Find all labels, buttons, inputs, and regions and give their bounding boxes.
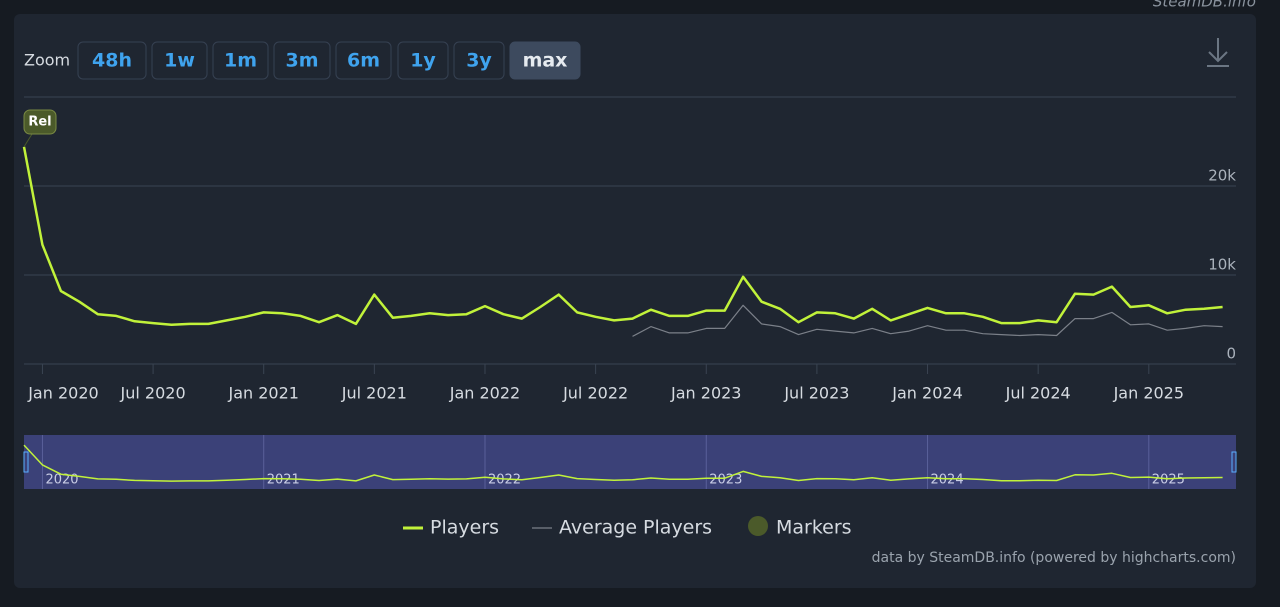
legend-swatch [748,516,768,536]
navigator-line [23,444,1223,482]
x-tick-label: Jul 2022 [562,384,628,403]
zoom-button-label[interactable]: 3m [285,50,318,72]
navigator-label: 2023 [709,473,742,488]
x-tick-label: Jan 2023 [670,384,741,403]
site-label: SteamDB.info [1153,0,1256,11]
zoom-button-label[interactable]: 3y [466,50,492,72]
x-tick-label: Jul 2024 [1005,384,1071,403]
x-tick-label: Jan 2021 [227,384,298,403]
x-tick-label: Jan 2024 [891,384,962,403]
zoom-button-label[interactable]: 1m [224,50,257,72]
navigator-handle[interactable] [1231,451,1237,473]
navigator-label: 2022 [488,473,521,488]
zoom-button[interactable] [77,41,147,80]
navigator-label: 2020 [45,473,78,488]
x-tick-label: Jan 2025 [1113,384,1184,403]
legend-label[interactable]: Average Players [559,517,712,539]
zoom-button-label[interactable]: 1y [410,50,436,72]
zoom-button-label[interactable]: max [523,50,568,72]
x-tick-label: Jul 2021 [341,384,407,403]
zoom-label: Zoom [24,51,70,70]
x-tick-label: Jan 2020 [27,384,98,403]
x-tick-label: Jan 2022 [449,384,520,403]
navigator-label: 2024 [931,473,964,488]
zoom-button[interactable] [273,41,331,80]
zoom-button-label[interactable]: 1w [164,50,195,72]
zoom-button-label[interactable]: 48h [92,50,132,72]
y-tick-label: 0 [1226,345,1236,363]
series-line [22,146,1223,327]
download-icon[interactable] [1207,38,1229,67]
marker-label: Rel [28,115,51,130]
zoom-button[interactable] [212,41,269,80]
legend-label[interactable]: Markers [776,517,852,539]
navigator-label: 2025 [1152,473,1185,488]
zoom-button[interactable] [397,41,449,80]
marker [23,109,57,135]
navigator-label: 2021 [267,473,300,488]
credits: data by SteamDB.info (powered by highcha… [872,550,1236,566]
zoom-button[interactable] [453,41,505,80]
y-tick-label: 20k [1208,167,1236,185]
series-line [632,304,1223,337]
legend-label[interactable]: Players [430,517,499,539]
x-tick-label: Jul 2020 [120,384,186,403]
zoom-button-label[interactable]: 6m [347,50,380,72]
zoom-button[interactable] [151,41,208,80]
navigator-handle[interactable] [23,451,29,473]
zoom-button[interactable] [509,41,581,80]
zoom-button[interactable] [335,41,392,80]
marker-connector [23,133,33,148]
x-tick-label: Jul 2023 [783,384,849,403]
y-tick-label: 10k [1208,256,1236,274]
